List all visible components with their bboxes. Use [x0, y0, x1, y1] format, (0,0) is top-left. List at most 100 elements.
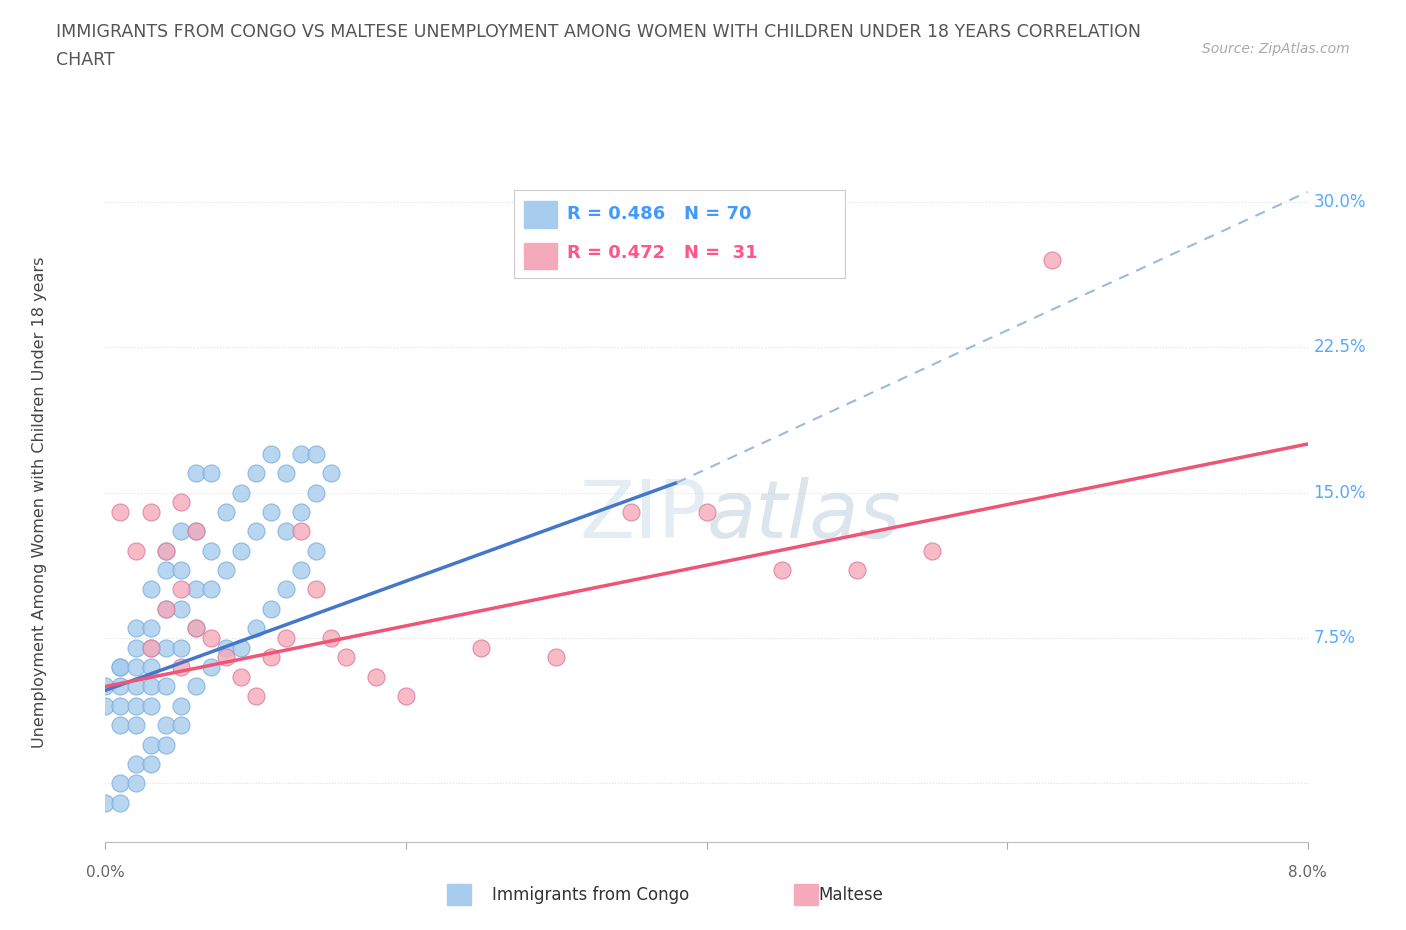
Point	[770, 563, 793, 578]
Point	[290, 524, 312, 538]
Point	[124, 621, 146, 636]
Point	[335, 650, 357, 665]
Point	[124, 543, 146, 558]
Point	[184, 524, 207, 538]
Point	[155, 737, 177, 752]
Point	[155, 543, 177, 558]
Text: IMMIGRANTS FROM CONGO VS MALTESE UNEMPLOYMENT AMONG WOMEN WITH CHILDREN UNDER 18: IMMIGRANTS FROM CONGO VS MALTESE UNEMPLO…	[56, 23, 1142, 41]
Point	[110, 795, 132, 810]
Point	[305, 582, 328, 597]
Point	[245, 524, 267, 538]
Point	[139, 582, 162, 597]
Point	[139, 640, 162, 655]
Point	[845, 563, 868, 578]
Point	[110, 776, 132, 790]
Point	[169, 563, 191, 578]
Point	[214, 563, 236, 578]
Point	[169, 582, 191, 597]
Text: 22.5%: 22.5%	[1313, 338, 1367, 356]
FancyBboxPatch shape	[524, 201, 557, 228]
Point	[260, 504, 283, 519]
Point	[124, 757, 146, 772]
Point	[200, 466, 222, 481]
Point	[245, 621, 267, 636]
Point	[94, 795, 117, 810]
Point	[124, 776, 146, 790]
Point	[110, 718, 132, 733]
Text: ZIP: ZIP	[579, 477, 707, 555]
Point	[169, 698, 191, 713]
Point	[155, 640, 177, 655]
Point	[184, 679, 207, 694]
Text: 15.0%: 15.0%	[1313, 484, 1367, 501]
Point	[229, 485, 252, 500]
Point	[229, 640, 252, 655]
Point	[1040, 252, 1063, 267]
FancyBboxPatch shape	[524, 243, 557, 270]
Text: Source: ZipAtlas.com: Source: ZipAtlas.com	[1202, 42, 1350, 56]
Text: 30.0%: 30.0%	[1313, 193, 1367, 210]
Point	[124, 640, 146, 655]
Point	[274, 524, 297, 538]
Point	[184, 582, 207, 597]
Point	[139, 504, 162, 519]
Text: Immigrants from Congo: Immigrants from Congo	[492, 885, 689, 904]
Point	[110, 659, 132, 674]
Point	[155, 602, 177, 617]
Point	[696, 504, 718, 519]
Point	[200, 659, 222, 674]
Point	[260, 602, 283, 617]
Text: CHART: CHART	[56, 51, 115, 69]
Point	[139, 640, 162, 655]
Point	[305, 446, 328, 461]
Point	[124, 659, 146, 674]
Point	[94, 698, 117, 713]
Text: R = 0.486   N = 70: R = 0.486 N = 70	[567, 205, 752, 222]
Point	[245, 689, 267, 704]
Point	[184, 621, 207, 636]
Point	[110, 679, 132, 694]
Point	[395, 689, 418, 704]
Point	[124, 698, 146, 713]
Point	[139, 757, 162, 772]
Point	[200, 582, 222, 597]
Point	[94, 679, 117, 694]
Point	[274, 466, 297, 481]
Point	[155, 679, 177, 694]
Point	[214, 504, 236, 519]
Point	[169, 718, 191, 733]
Point	[290, 446, 312, 461]
Point	[260, 650, 283, 665]
Point	[274, 582, 297, 597]
Point	[169, 524, 191, 538]
Point	[305, 543, 328, 558]
Point	[110, 698, 132, 713]
Text: atlas: atlas	[707, 477, 901, 555]
Point	[124, 679, 146, 694]
Text: Maltese: Maltese	[818, 885, 883, 904]
Point	[139, 698, 162, 713]
Point	[200, 543, 222, 558]
Point	[184, 466, 207, 481]
Point	[290, 504, 312, 519]
Point	[290, 563, 312, 578]
Point	[124, 718, 146, 733]
Point	[184, 621, 207, 636]
Point	[155, 602, 177, 617]
Point	[274, 631, 297, 645]
Point	[364, 670, 387, 684]
Point	[319, 631, 342, 645]
Point	[169, 602, 191, 617]
Text: 7.5%: 7.5%	[1313, 629, 1355, 647]
Point	[245, 466, 267, 481]
Point	[260, 446, 283, 461]
Point	[229, 543, 252, 558]
Point	[200, 631, 222, 645]
Point	[921, 543, 943, 558]
Point	[214, 650, 236, 665]
Point	[620, 504, 643, 519]
Point	[169, 495, 191, 510]
Text: 0.0%: 0.0%	[86, 865, 125, 880]
Point	[139, 621, 162, 636]
Point	[110, 659, 132, 674]
